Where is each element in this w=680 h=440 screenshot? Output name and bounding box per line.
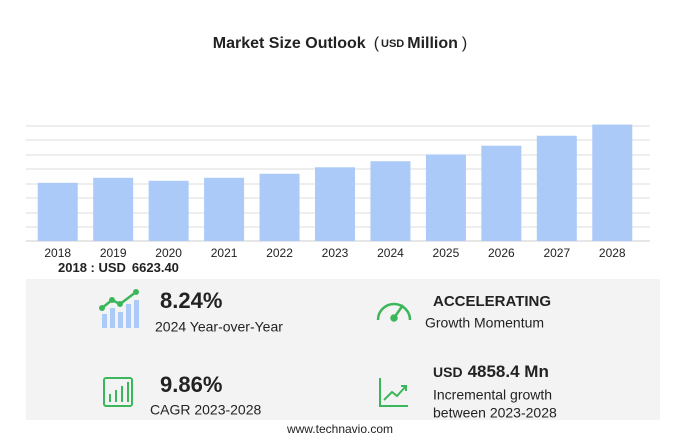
x-tick-label: 2024 [377, 246, 404, 260]
icon-incremental [379, 378, 408, 407]
stat-label: Incremental growth [433, 387, 552, 403]
x-tick-label: 2027 [543, 246, 570, 260]
stat-label: 2024 Year-over-Year [155, 319, 283, 335]
bar [37, 182, 78, 241]
bar [370, 161, 411, 241]
stat-value: 8.24% [160, 288, 222, 313]
bar [204, 177, 245, 241]
x-tick-label: 2019 [100, 246, 127, 260]
footer: www.technavio.com [286, 422, 393, 436]
icon-yoy [99, 289, 139, 328]
bar [93, 177, 134, 241]
stat-value: ACCELERATING [433, 293, 551, 310]
x-tick-label: 2023 [322, 246, 349, 260]
icon-cagr [103, 377, 133, 407]
bar [259, 173, 300, 241]
x-tick-label: 2021 [211, 246, 238, 260]
callout-prefix: 2018 : USD [58, 260, 126, 275]
callout: 2018 : USD 6623.40 [58, 260, 179, 275]
x-tick-label: 2026 [488, 246, 515, 260]
callout-value: 6623.40 [132, 260, 179, 275]
bar [592, 124, 633, 241]
bar [536, 135, 577, 241]
bar [315, 167, 355, 241]
stat-amount: 4858.4 Mn [468, 362, 549, 381]
unit-open: ( [374, 35, 380, 52]
chart-title: Market Size Outlook (USD Million) [213, 35, 467, 52]
title-text: Market Size Outlook [213, 35, 366, 52]
stat-value: USD 4858.4 Mn [433, 362, 549, 381]
stat-value: 9.86% [160, 372, 222, 397]
unit-close: ) [462, 35, 467, 52]
stat-label: CAGR 2023-2028 [150, 402, 262, 418]
x-tick-label: 2022 [266, 246, 293, 260]
x-tick-label: 2020 [155, 246, 182, 260]
bar [425, 154, 466, 241]
unit-name: Million [407, 35, 458, 52]
stat-label: Growth Momentum [425, 315, 544, 331]
x-tick-label: 2025 [433, 246, 460, 260]
x-tick-label: 2028 [599, 246, 626, 260]
bar [148, 180, 189, 241]
bars: 2018 2019 2020 2021 2022 2023 2024 2025 2026 2027… [37, 124, 633, 260]
unit-currency: USD [381, 38, 404, 50]
stat-currency: USD [433, 364, 463, 380]
bar [481, 145, 522, 241]
icon-gauge [376, 302, 412, 322]
stat-label: between 2023-2028 [433, 405, 557, 421]
x-tick-label: 2018 [44, 246, 71, 260]
